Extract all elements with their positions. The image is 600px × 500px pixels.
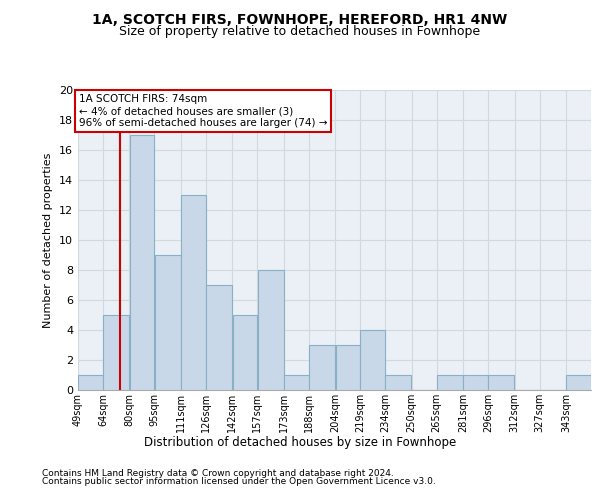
Text: 1A SCOTCH FIRS: 74sqm
← 4% of detached houses are smaller (3)
96% of semi-detach: 1A SCOTCH FIRS: 74sqm ← 4% of detached h… [79, 94, 328, 128]
Text: Contains public sector information licensed under the Open Government Licence v3: Contains public sector information licen… [42, 477, 436, 486]
Bar [103, 315, 129, 390]
Bar [233, 315, 257, 390]
Bar [206, 285, 232, 390]
Bar [385, 375, 412, 390]
Y-axis label: Number of detached properties: Number of detached properties [43, 152, 53, 328]
Bar [488, 375, 514, 390]
Text: Distribution of detached houses by size in Fownhope: Distribution of detached houses by size … [144, 436, 456, 449]
Bar [78, 375, 103, 390]
Bar [335, 345, 360, 390]
Bar [284, 375, 308, 390]
Text: Contains HM Land Registry data © Crown copyright and database right 2024.: Contains HM Land Registry data © Crown c… [42, 468, 394, 477]
Bar [257, 270, 284, 390]
Text: 1A, SCOTCH FIRS, FOWNHOPE, HEREFORD, HR1 4NW: 1A, SCOTCH FIRS, FOWNHOPE, HEREFORD, HR1… [92, 12, 508, 26]
Text: Size of property relative to detached houses in Fownhope: Size of property relative to detached ho… [119, 25, 481, 38]
Bar [566, 375, 591, 390]
Bar [309, 345, 335, 390]
Bar [361, 330, 385, 390]
Bar [437, 375, 463, 390]
Bar [130, 135, 154, 390]
Bar [155, 255, 181, 390]
Bar [181, 195, 206, 390]
Bar [463, 375, 488, 390]
